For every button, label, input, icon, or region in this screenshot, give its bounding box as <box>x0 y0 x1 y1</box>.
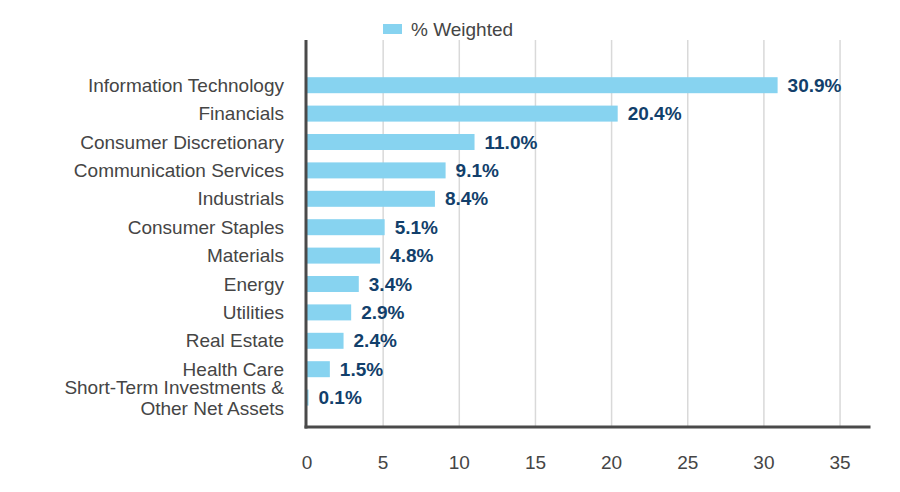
grid-line <box>535 40 537 427</box>
data-label: 2.4% <box>354 330 397 351</box>
category-label: Financials <box>198 103 284 124</box>
grid-line <box>763 40 765 427</box>
data-label: 20.4% <box>628 103 682 124</box>
bar <box>307 248 380 264</box>
bar <box>307 162 446 178</box>
category-label-line: Short-Term Investments & <box>64 377 284 398</box>
grid-line <box>839 40 841 427</box>
x-axis-line <box>305 426 871 429</box>
category-label: Real Estate <box>186 330 284 351</box>
bar <box>307 77 778 93</box>
category-label: Utilities <box>223 302 284 323</box>
tick-label: 35 <box>829 452 850 473</box>
grid-line <box>611 40 613 427</box>
tick-label: 0 <box>302 452 313 473</box>
category-label-line: Consumer Discretionary <box>80 132 284 153</box>
category-label: Industrials <box>197 188 284 209</box>
category-label: Information Technology <box>88 75 285 96</box>
bar <box>307 219 385 235</box>
legend-swatch <box>383 24 402 34</box>
bar <box>307 333 344 349</box>
category-label-line: Utilities <box>223 302 284 323</box>
category-label: Communication Services <box>74 160 284 181</box>
grid-line <box>687 40 689 427</box>
tick-label: 10 <box>449 452 470 473</box>
category-label-line: Consumer Staples <box>128 217 284 238</box>
bar <box>307 276 359 292</box>
category-label-line: Other Net Assets <box>140 398 284 419</box>
data-label: 4.8% <box>390 245 433 266</box>
category-label-line: Energy <box>224 274 285 295</box>
data-label: 3.4% <box>369 274 412 295</box>
category-label-line: Financials <box>198 103 284 124</box>
category-label-line: Industrials <box>197 188 284 209</box>
bar <box>307 191 435 207</box>
data-label: 1.5% <box>340 359 383 380</box>
data-label: 9.1% <box>456 160 499 181</box>
data-label: 0.1% <box>319 387 362 408</box>
tick-label: 15 <box>525 452 546 473</box>
tick-label: 30 <box>753 452 774 473</box>
data-label: 2.9% <box>361 302 404 323</box>
category-label-line: Materials <box>207 245 284 266</box>
bar <box>307 361 330 377</box>
tick-label: 5 <box>378 452 389 473</box>
chart: 0 5 10 15 20 25 30 35 30.9% 20.4% 11.0% 9.1% 8.4% 5.1… <box>0 0 900 492</box>
category-label-line: Real Estate <box>186 330 284 351</box>
category-label-line: Information Technology <box>88 75 285 96</box>
bar <box>307 304 351 320</box>
category-label: Consumer Discretionary <box>80 132 284 153</box>
tick-label: 25 <box>677 452 698 473</box>
bar <box>307 134 475 150</box>
category-label: Consumer Staples <box>128 217 284 238</box>
bars <box>307 77 778 405</box>
tick-label: 20 <box>601 452 622 473</box>
y-axis-line <box>305 40 308 429</box>
data-label: 8.4% <box>445 188 488 209</box>
category-label: Materials <box>207 245 284 266</box>
category-label: Short-Term Investments &Other Net Assets <box>64 377 284 419</box>
grid-line <box>459 40 461 427</box>
category-label-line: Communication Services <box>74 160 284 181</box>
legend-label: % Weighted <box>411 19 513 40</box>
category-label: Energy <box>224 274 285 295</box>
data-label: 11.0% <box>485 132 538 153</box>
data-label: 30.9% <box>788 75 842 96</box>
data-label: 5.1% <box>395 217 438 238</box>
bar <box>307 106 618 122</box>
